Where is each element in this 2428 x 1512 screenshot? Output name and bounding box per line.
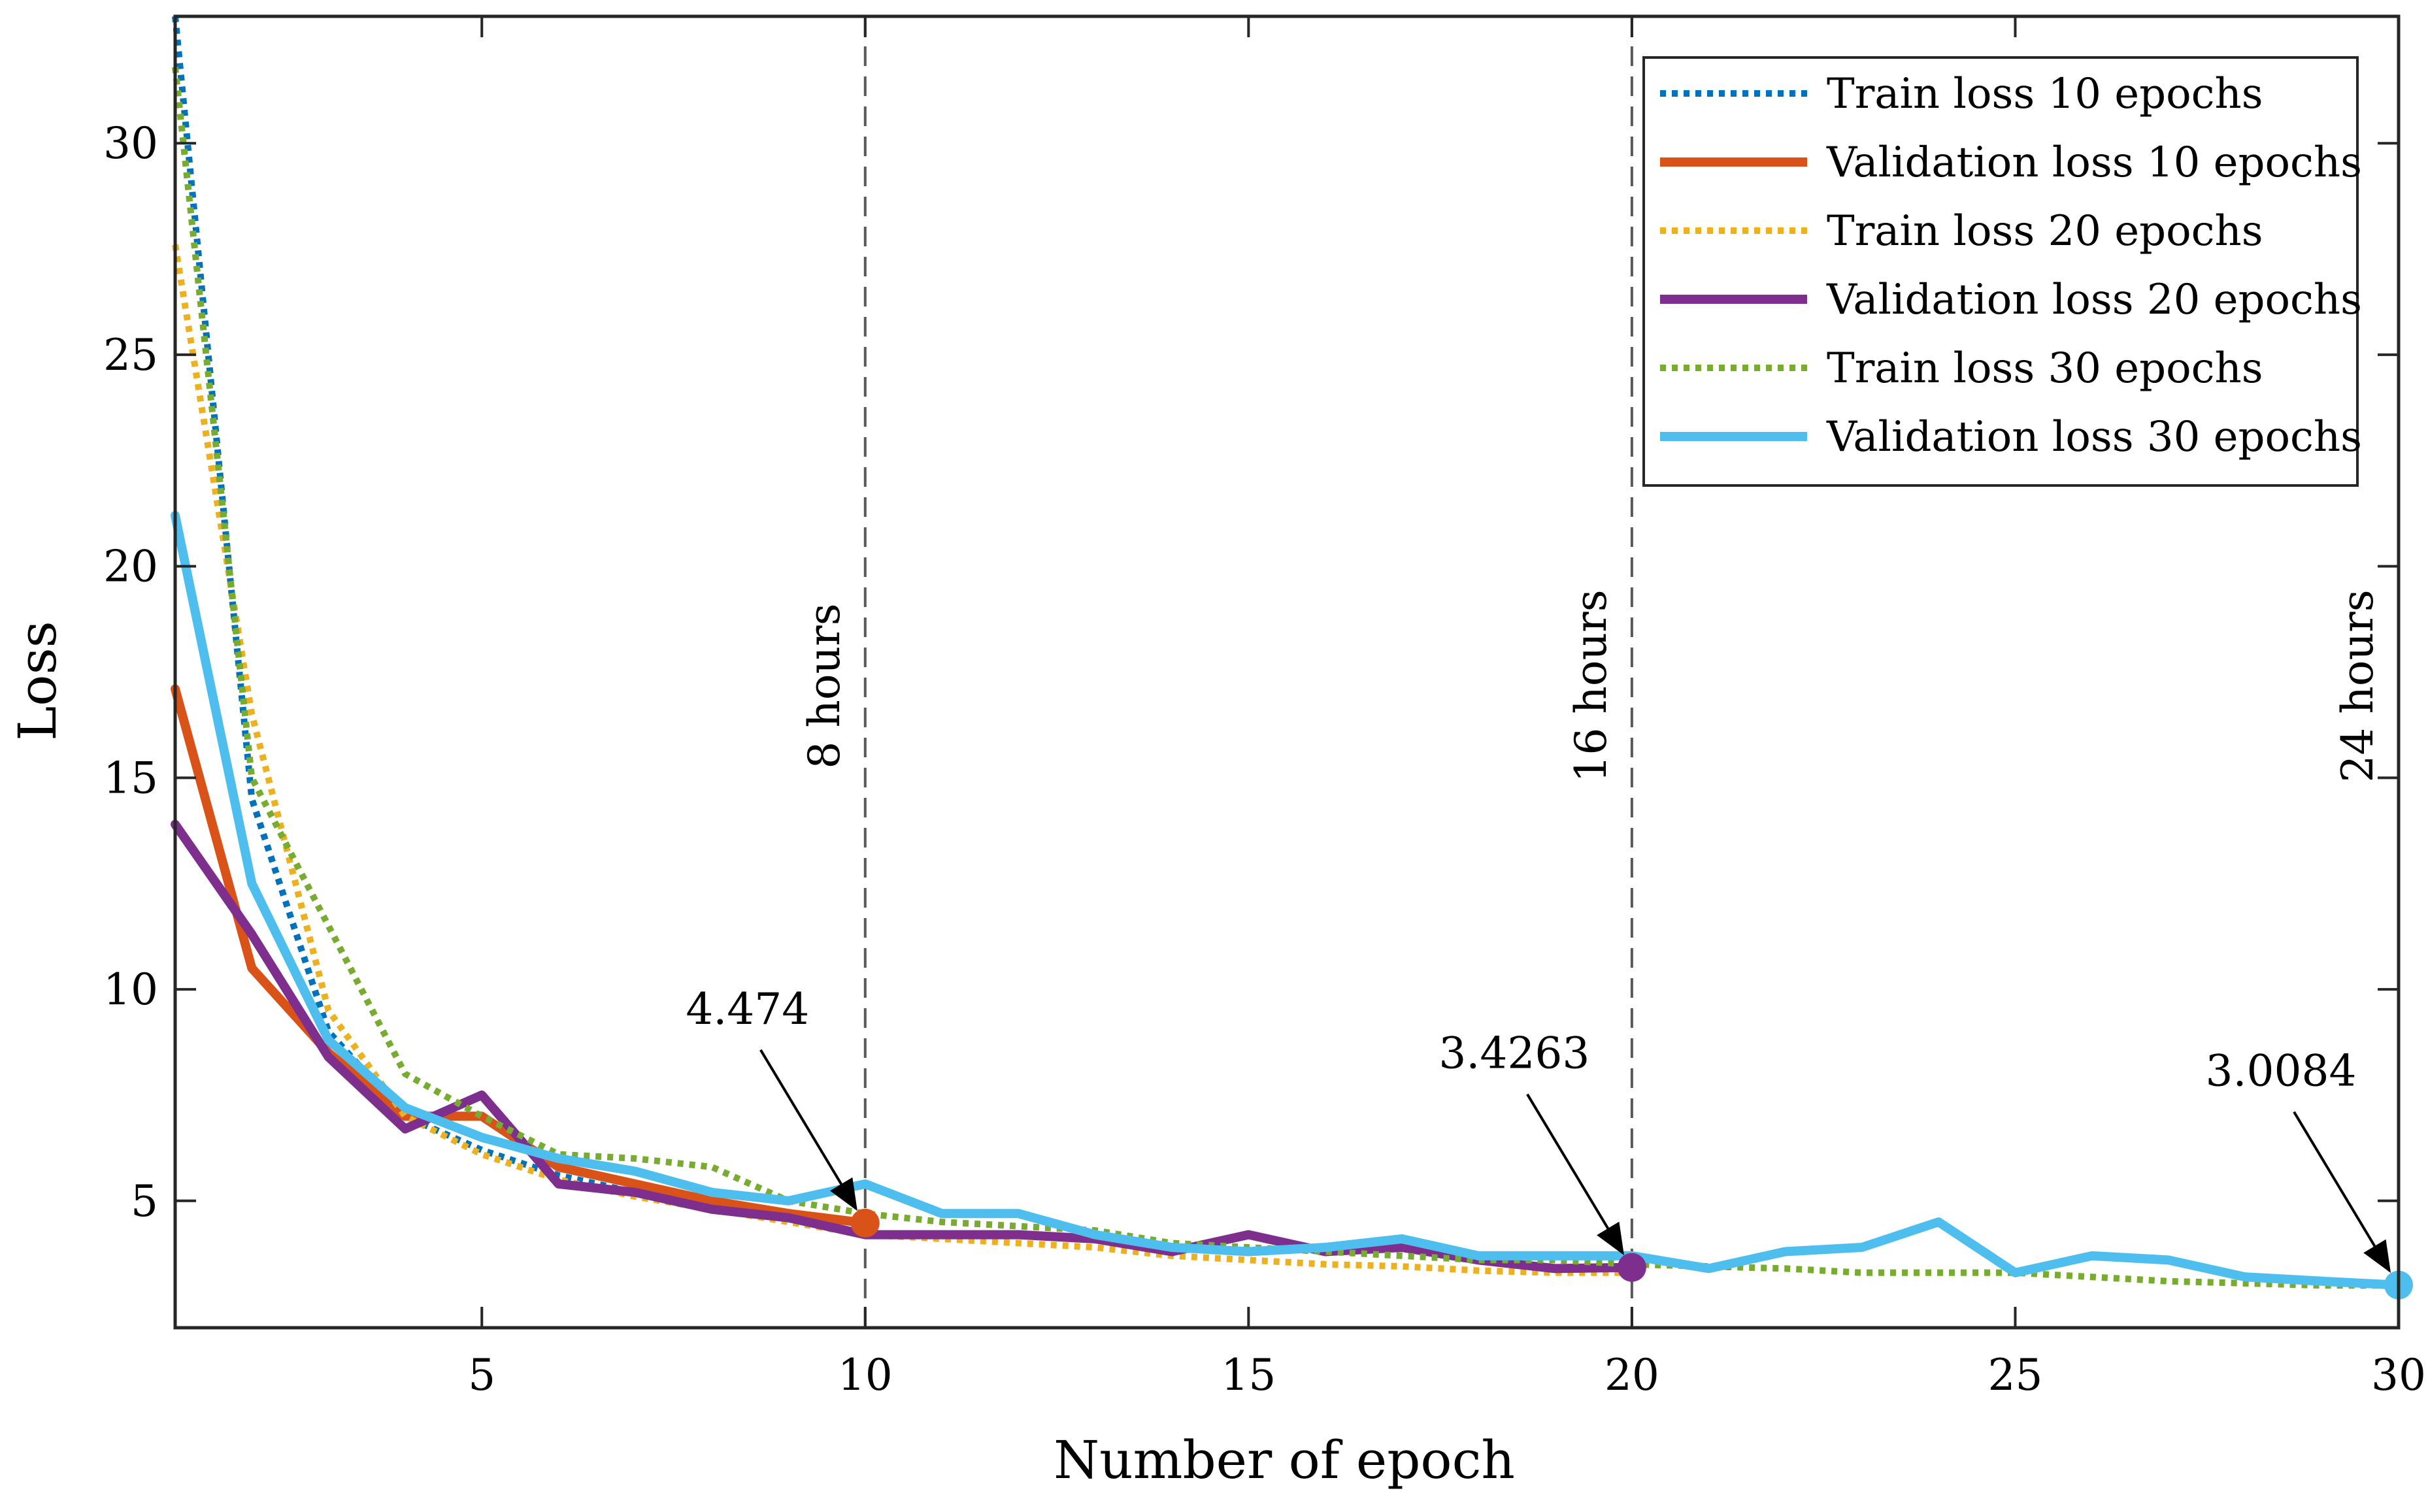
endpoint-marker-4-474 [850,1208,880,1238]
legend-label: Validation loss 30 epochs [1826,413,2362,461]
legend-label: Validation loss 10 epochs [1826,139,2362,187]
legend-label: Train loss 30 epochs [1827,344,2263,393]
y-tick-label: 25 [103,330,158,380]
x-tick-label: 5 [468,1350,495,1400]
vline-label-16-hours: 16 hours [1566,589,1616,782]
axis-ticks: 5 10 15 20 25 30 5 10 15 20 25 30 [103,16,2426,1400]
legend-label: Validation loss 20 epochs [1826,276,2362,324]
x-tick-label: 10 [838,1350,893,1400]
legend-box [1642,56,2359,487]
annotation-arrow [1526,1093,1624,1256]
vline-label-24-hours: 24 hours [2333,589,2383,782]
y-axis-label: Loss [7,621,68,740]
x-tick-label: 25 [1987,1350,2042,1400]
y-tick-label: 20 [103,542,158,592]
x-tick-label: 15 [1221,1350,1276,1400]
x-axis-label: Number of epoch [1054,1430,1515,1490]
legend: Train loss 10 epochs Validation loss 10 e… [1642,56,2362,487]
annotation-arrow [759,1049,857,1211]
annotation-arrow [2293,1111,2391,1274]
y-tick-label: 15 [103,753,158,803]
y-tick-label: 30 [103,118,158,169]
endpoint-marker-3-4263 [1617,1253,1646,1282]
series-line-validation-loss-30-epochs [171,511,2403,1290]
annotations: 4.474 3.4263 3.0084 [686,984,2413,1300]
legend-label: Train loss 20 epochs [1827,207,2263,255]
legend-label: Train loss 10 epochs [1827,70,2263,118]
x-tick-label: 30 [2371,1350,2426,1400]
series-lines [171,16,2403,1290]
series-line-train-loss-10-epochs [172,16,866,1226]
y-tick-label: 5 [131,1176,158,1226]
series-line-validation-loss-20-epochs [171,819,1637,1274]
annotation-label: 3.0084 [2206,1046,2357,1096]
x-tick-label: 20 [1605,1350,1659,1400]
annotation-label: 4.474 [686,984,809,1034]
plot-frame [173,14,2401,1330]
vertical-marker-lines: 8 hours 16 hours 24 hours [799,16,2383,1328]
annotation-label: 3.4263 [1439,1028,1589,1079]
vline-label-8-hours: 8 hours [799,603,850,768]
y-tick-label: 10 [103,964,158,1015]
